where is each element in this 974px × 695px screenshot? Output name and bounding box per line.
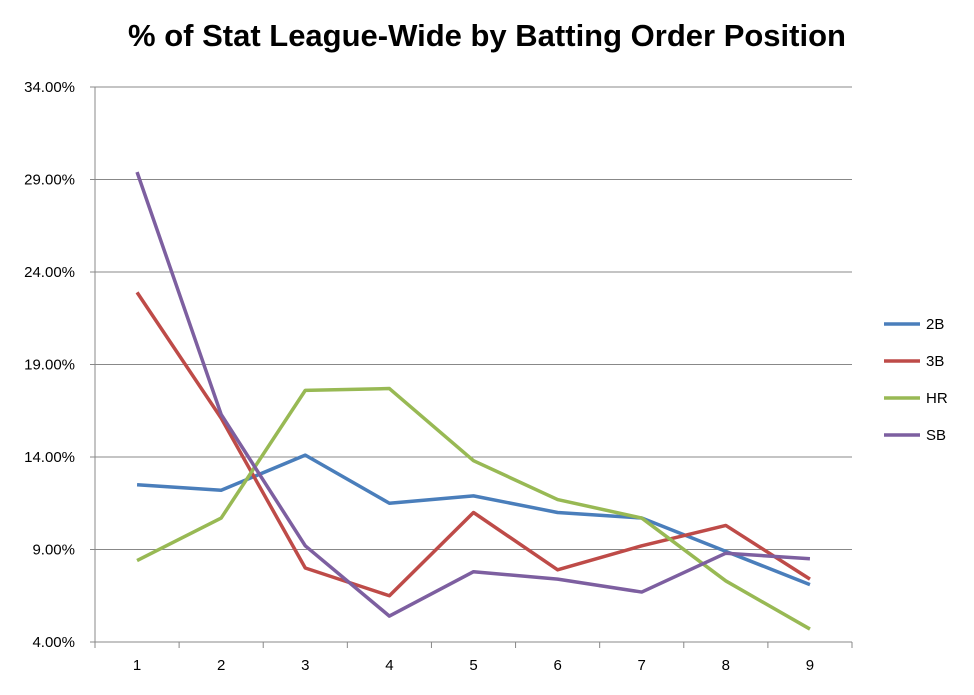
x-tick-label: 2 xyxy=(217,657,225,674)
legend-label-HR: HR xyxy=(926,390,948,407)
y-tick-label: 9.00% xyxy=(32,542,75,559)
x-tick-label: 3 xyxy=(301,657,309,674)
series-line-3B xyxy=(135,291,811,598)
x-tick-label: 1 xyxy=(133,657,141,674)
x-tick-label: 4 xyxy=(385,657,393,674)
x-tick-label: 5 xyxy=(469,657,477,674)
x-tick-label: 6 xyxy=(553,657,561,674)
y-tick-label: 19.00% xyxy=(24,357,75,374)
x-tick-label: 8 xyxy=(722,657,730,674)
chart-title: % of Stat League-Wide by Batting Order P… xyxy=(128,18,846,53)
y-tick-label: 4.00% xyxy=(32,634,75,651)
x-tick-label: 9 xyxy=(806,657,814,674)
series-line-2B xyxy=(136,453,811,587)
x-tick-label: 7 xyxy=(638,657,646,674)
y-tick-label: 14.00% xyxy=(24,449,75,466)
legend-label-2B: 2B xyxy=(926,316,944,333)
legend-label-SB: SB xyxy=(926,427,946,444)
y-tick-label: 24.00% xyxy=(24,264,75,281)
y-tick-label: 34.00% xyxy=(24,79,75,96)
legend-label-3B: 3B xyxy=(926,353,944,370)
y-tick-label: 29.00% xyxy=(24,172,75,189)
series-line-HR xyxy=(136,386,811,631)
